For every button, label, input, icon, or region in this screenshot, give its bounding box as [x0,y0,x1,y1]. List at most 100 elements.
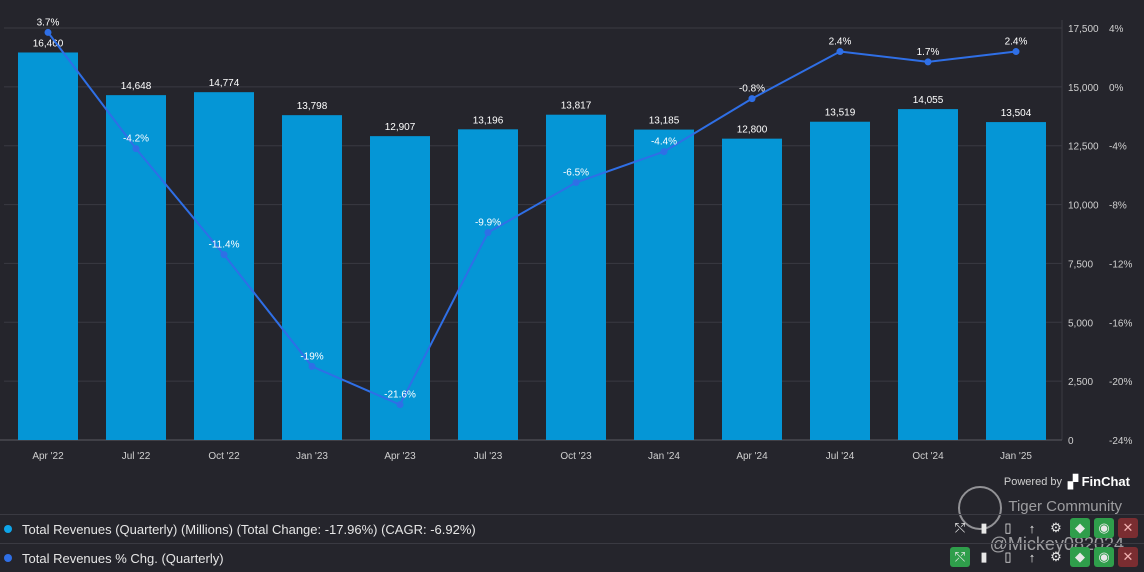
close-icon[interactable]: ✕ [1118,547,1138,567]
pct-change-data-label: 2.4% [829,37,852,48]
y-left-tick-label: 5,000 [1068,318,1093,329]
x-tick-label: Oct '22 [208,451,240,462]
sort-icon[interactable]: ↑ [1028,520,1036,536]
pct-change-point [836,48,844,56]
bar [810,121,870,440]
revenue-chart: 0 2,500 5,000 7,500 10,000 12,500 15,000 17,500… [0,17,1132,462]
y-right-tick-label: 0% [1109,83,1124,94]
y-left-tick-label: 0 [1068,436,1074,447]
tag-icon[interactable]: ◆ [1070,547,1090,567]
pct-change-data-label: -21.6% [384,390,416,401]
bar [194,92,254,440]
pct-change-data-label: -6.5% [563,168,589,179]
finchat-logo: ▞ FinChat [1068,474,1130,489]
legend-controls-revenue: ⤲ ▮ ▯ ↑ ⚙ ◆ ◉ ✕ [950,518,1138,538]
trend-icon[interactable]: ⤲ [954,520,966,535]
eye-icon[interactable]: ◉ [1094,547,1114,567]
x-tick-label: Jul '23 [474,451,503,462]
bar-data-label: 13,196 [473,115,504,126]
finchat-brand-text: FinChat [1081,474,1130,489]
bar [546,114,606,440]
bar-data-label: 14,648 [121,81,152,92]
close-icon[interactable]: ✕ [1118,518,1138,538]
y-right-tick-label: 4% [1109,24,1124,35]
gear-icon[interactable]: ⚙ [1050,549,1062,564]
pct-change-data-label: -19% [300,351,323,362]
pct-change-point [660,148,668,156]
pct-change-point [924,58,932,66]
y-right-tick-label: -20% [1109,377,1132,388]
pct-change-data-label: -4.2% [123,134,149,145]
y-left-tick-label: 12,500 [1068,142,1099,153]
pct-change-point [1012,48,1020,56]
powered-by[interactable]: Powered by ▞ FinChat [1004,474,1130,490]
pct-change-data-label: 1.7% [917,47,940,58]
bar-data-label: 14,055 [913,95,944,106]
powered-by-label: Powered by [1003,476,1062,488]
pct-change-data-label: 2.4% [1005,37,1028,48]
x-tick-label: Jul '22 [122,451,151,462]
bar-small-icon[interactable]: ▯ [1004,520,1012,535]
y-right-tick-label: -16% [1109,318,1132,329]
x-tick-label: Oct '24 [912,451,944,462]
bar [722,138,782,440]
bar-data-label: 13,504 [1001,108,1032,119]
y-right-tick-label: -8% [1109,201,1127,212]
bar-data-label: 13,519 [825,108,856,119]
legend-dot-revenue [4,525,12,533]
legend-row-revenue: Total Revenues (Quarterly) (Millions) (T… [0,514,1144,543]
gear-icon[interactable]: ⚙ [1050,520,1062,535]
x-tick-label: Apr '22 [32,451,64,462]
bar-data-label: 12,907 [385,122,416,133]
watermark-community: Tiger Community [1008,498,1122,515]
bar-icon[interactable]: ▮ [980,549,988,564]
bar-icon[interactable]: ▮ [980,520,988,535]
watermark-user: @Mickey082024 [989,534,1124,554]
tiger-logo-icon [958,486,1002,530]
eye-icon[interactable]: ◉ [1094,518,1114,538]
bar-data-label: 12,800 [737,125,768,136]
y-left-tick-label: 17,500 [1068,24,1099,35]
pct-change-data-label: -9.9% [475,218,501,229]
x-tick-label: Apr '24 [736,451,768,462]
pct-change-point [44,28,52,36]
y-left-tick-label: 10,000 [1068,201,1099,212]
y-left-tick-label: 15,000 [1068,83,1099,94]
pct-change-point [220,251,228,259]
pct-change-point [748,95,756,103]
pct-change-line [47,31,1017,406]
y-left-tick-label: 7,500 [1068,259,1093,270]
pct-change-data-label: -4.4% [651,137,677,148]
bar-data-label: 14,774 [209,78,240,89]
bar [370,136,430,441]
bar [458,129,518,440]
tag-icon[interactable]: ◆ [1070,518,1090,538]
legend-label-revenue: Total Revenues (Quarterly) (Millions) (T… [22,521,476,537]
pct-change-point [484,229,492,237]
legend-row-pct: Total Revenues % Chg. (Quarterly) ⤲ ▮ ▯ … [0,543,1144,572]
pct-change-point [396,401,404,409]
bar-small-icon[interactable]: ▯ [1004,549,1012,564]
pct-change-point [132,145,140,153]
trend-icon[interactable]: ⤲ [950,547,970,567]
legend-controls-pct: ⤲ ▮ ▯ ↑ ⚙ ◆ ◉ ✕ [950,547,1138,567]
legend-dot-pct [4,554,12,562]
pct-change-point [572,179,580,186]
bar [986,122,1046,440]
bar-data-label: 16,460 [33,38,64,49]
bar [634,129,694,440]
bar [106,95,166,440]
y-right-tick-label: -24% [1109,436,1132,447]
y-right-tick-label: -12% [1109,259,1132,270]
bar-data-label: 13,798 [297,101,328,112]
pct-change-point [308,362,316,370]
legend-label-pct: Total Revenues % Chg. (Quarterly) [22,550,224,566]
sort-icon[interactable]: ↑ [1028,549,1036,565]
bar [282,115,342,441]
pct-change-data-label: 3.7% [37,17,60,28]
bar [18,52,78,441]
x-tick-label: Jan '24 [648,451,680,462]
bar-data-label: 13,817 [561,101,592,112]
x-tick-label: Jul '24 [826,451,855,462]
bar-data-label: 13,185 [649,116,680,127]
